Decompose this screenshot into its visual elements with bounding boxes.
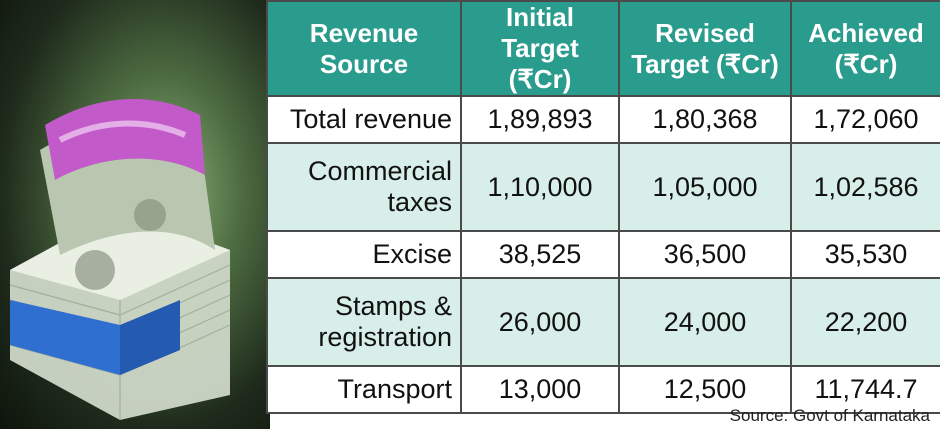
header-line: (₹Cr) [834, 48, 898, 79]
cell-initial: 1,10,000 [460, 142, 620, 232]
cell-achieved: 22,200 [790, 277, 940, 367]
table-row: Stamps & registration 26,000 24,000 22,2… [266, 277, 940, 367]
table-row: Total revenue 1,89,893 1,80,368 1,72,060 [266, 95, 940, 144]
header-line: Revenue [309, 17, 419, 48]
cell-initial: 26,000 [460, 277, 620, 367]
currency-notes-bundle-icon [0, 0, 270, 429]
header-line: Source [319, 48, 409, 79]
table-header-row: Revenue Source Initial Target (₹Cr) Revi… [266, 0, 940, 97]
table-row: Commercial taxes 1,10,000 1,05,000 1,02,… [266, 142, 940, 232]
header-line: Target (₹Cr) [631, 48, 779, 79]
header-line: Target (₹Cr) [501, 33, 579, 94]
header-achieved: Achieved (₹Cr) [790, 0, 940, 97]
cell-achieved: 1,72,060 [790, 95, 940, 144]
cell-revised: 1,80,368 [618, 95, 792, 144]
cell-initial: 13,000 [460, 365, 620, 414]
header-revised-target: Revised Target (₹Cr) [618, 0, 792, 97]
cell-revised: 36,500 [618, 230, 792, 279]
cell-source: Stamps & registration [266, 277, 462, 367]
source-line: taxes [387, 187, 452, 217]
cell-achieved: 35,530 [790, 230, 940, 279]
cell-revised: 24,000 [618, 277, 792, 367]
cell-initial: 1,89,893 [460, 95, 620, 144]
cell-initial: 38,525 [460, 230, 620, 279]
cell-achieved: 1,02,586 [790, 142, 940, 232]
source-line: Excise [372, 239, 452, 269]
source-line: Commercial [307, 156, 452, 186]
cell-source: Transport [266, 365, 462, 414]
currency-notes-bundle-icon-graphic [9, 98, 231, 420]
source-line: Total revenue [289, 104, 452, 134]
source-line: Stamps & [334, 291, 452, 321]
table-row: Transport 13,000 12,500 11,744.7 [266, 365, 940, 414]
cell-source: Commercial taxes [266, 142, 462, 232]
cell-achieved: 11,744.7 [790, 365, 940, 414]
source-line: Transport [337, 374, 452, 404]
revenue-table: Revenue Source Initial Target (₹Cr) Revi… [266, 0, 940, 414]
cell-revised: 1,05,000 [618, 142, 792, 232]
revenue-table-container: Revenue Source Initial Target (₹Cr) Revi… [266, 0, 940, 414]
source-note: Source: Govt of Karnataka [729, 406, 930, 425]
header-line: Achieved [808, 17, 924, 48]
header-line: Revised [655, 17, 755, 48]
cell-source: Total revenue [266, 95, 462, 144]
cell-revised: 12,500 [618, 365, 792, 414]
cell-source: Excise [266, 230, 462, 279]
source-line: registration [318, 322, 452, 352]
table-row: Excise 38,525 36,500 35,530 [266, 230, 940, 279]
header-initial-target: Initial Target (₹Cr) [460, 0, 620, 97]
header-line: Initial [506, 2, 574, 32]
header-revenue-source: Revenue Source [266, 0, 462, 97]
